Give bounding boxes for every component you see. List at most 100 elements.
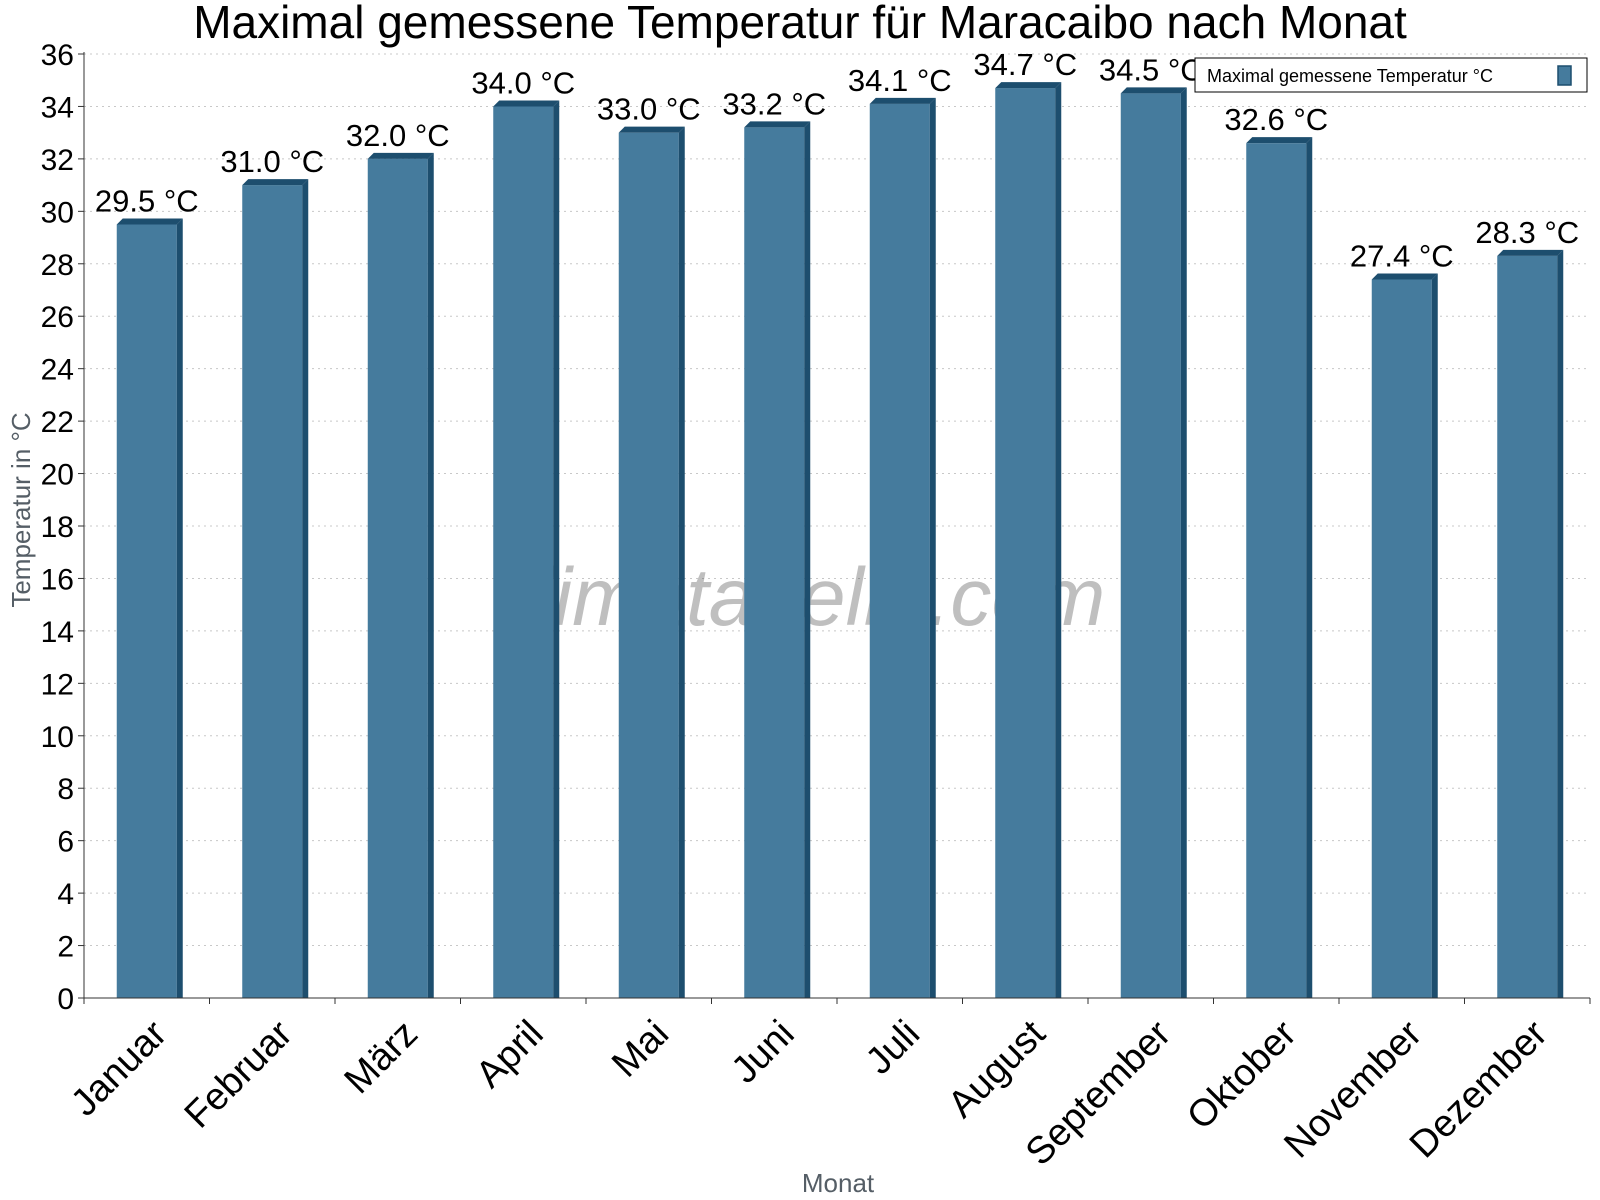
y-tick-label: 16 — [41, 563, 74, 596]
bar-face — [618, 132, 679, 998]
y-tick-label: 4 — [57, 878, 74, 911]
y-tick-label: 28 — [41, 249, 74, 282]
x-tick-label: Dezember — [1402, 1012, 1556, 1166]
bar-juli — [869, 97, 936, 999]
chart-title: Maximal gemessene Temperatur für Maracai… — [193, 0, 1407, 48]
data-label: 32.6 °C — [1224, 102, 1328, 137]
bar-top — [493, 100, 560, 107]
bar-side — [1055, 82, 1062, 999]
bar-face — [1371, 279, 1432, 998]
y-tick-label: 8 — [57, 773, 74, 806]
bar-face — [869, 103, 930, 999]
bar-side — [678, 126, 685, 998]
bar-face — [1246, 143, 1307, 999]
bar-side — [176, 218, 183, 998]
bar-top — [116, 218, 183, 225]
data-label: 33.2 °C — [722, 86, 826, 121]
data-label: 28.3 °C — [1475, 215, 1579, 250]
x-axis-ticks: Januar Februar März April Mai Juni Juli AugustS… — [63, 998, 1591, 1174]
data-label: 34.7 °C — [973, 47, 1077, 82]
y-tick-label: 34 — [41, 91, 74, 124]
y-tick-label: 12 — [41, 668, 74, 701]
bar-top — [1497, 249, 1564, 256]
bar-face — [367, 158, 428, 998]
x-tick-label: Januar — [63, 1012, 175, 1124]
bar-face — [744, 127, 805, 998]
y-tick-label: 14 — [41, 616, 74, 649]
bar-side — [427, 152, 434, 998]
y-tick-label: 36 — [41, 39, 74, 72]
legend-swatch — [1557, 65, 1572, 86]
data-label: 31.0 °C — [220, 144, 324, 179]
x-tick-label: Juni — [724, 1013, 803, 1092]
bar-top — [869, 97, 936, 104]
data-label: 34.5 °C — [1099, 52, 1203, 87]
y-tick-label: 22 — [41, 406, 74, 439]
data-label: 34.1 °C — [848, 63, 952, 98]
bar-märz — [367, 152, 434, 998]
bar-side — [1180, 87, 1187, 999]
x-tick-label: April — [468, 1013, 551, 1096]
x-axis-title: Monat — [802, 1168, 875, 1198]
x-tick-label: Oktober — [1179, 1012, 1305, 1138]
bar-april — [493, 100, 560, 998]
legend-label: Maximal gemessene Temperatur °C — [1207, 66, 1493, 86]
bar-juni — [744, 121, 811, 998]
bar-side — [302, 179, 309, 999]
y-tick-label: 18 — [41, 511, 74, 544]
legend-box — [1194, 57, 1588, 93]
x-tick-label: August — [940, 1012, 1054, 1126]
x-tick-label: Mai — [604, 1013, 677, 1086]
bar-top — [1120, 87, 1187, 94]
y-tick-label: 20 — [41, 459, 74, 492]
y-tick-label: 26 — [41, 301, 74, 334]
data-label: 27.4 °C — [1350, 239, 1454, 274]
bar-face — [493, 106, 554, 998]
bar-september — [1120, 87, 1187, 999]
bar-dezember — [1497, 249, 1564, 998]
bar-face — [1497, 255, 1558, 998]
bars — [116, 82, 1564, 999]
y-tick-label: 24 — [41, 354, 74, 387]
bar-top — [242, 179, 309, 186]
y-tick-label: 2 — [57, 931, 74, 964]
bar-side — [1306, 137, 1313, 999]
bar-januar — [116, 218, 183, 998]
data-label: 32.0 °C — [346, 118, 450, 153]
y-axis-title: Temperatur in °C — [6, 412, 36, 607]
bar-side — [1557, 249, 1564, 998]
bar-side — [804, 121, 811, 998]
bar-top — [1371, 273, 1438, 280]
data-label: 33.0 °C — [597, 92, 701, 127]
x-tick-label: Juli — [858, 1013, 928, 1083]
y-tick-label: 32 — [41, 144, 74, 177]
bar-top — [744, 121, 811, 128]
bar-side — [1431, 273, 1438, 998]
bar-side — [929, 97, 936, 999]
bar-august — [995, 82, 1062, 999]
y-tick-label: 10 — [41, 721, 74, 754]
bar-face — [116, 224, 177, 998]
bar-mai — [618, 126, 685, 998]
axes — [83, 52, 1590, 999]
y-tick-label: 6 — [57, 826, 74, 859]
data-label: 29.5 °C — [95, 183, 199, 218]
y-tick-label: 0 — [57, 983, 74, 1016]
x-tick-label: März — [337, 1013, 426, 1102]
bar-face — [1120, 93, 1181, 999]
bar-top — [618, 126, 685, 133]
bar-face — [995, 88, 1056, 999]
y-tick-label: 30 — [41, 196, 74, 229]
bar-top — [995, 82, 1062, 89]
bar-februar — [242, 179, 309, 999]
x-tick-label: Februar — [177, 1012, 301, 1136]
data-labels: 29.5 °C 31.0 °C 32.0 °C 34.0 °C 33.0 °C 33.2 … — [95, 47, 1579, 273]
bar-side — [553, 100, 560, 998]
bar-top — [1246, 137, 1313, 144]
grid-lines — [84, 53, 1590, 947]
bar-top — [367, 152, 434, 159]
data-label: 34.0 °C — [471, 65, 575, 100]
bar-oktober — [1246, 137, 1313, 999]
